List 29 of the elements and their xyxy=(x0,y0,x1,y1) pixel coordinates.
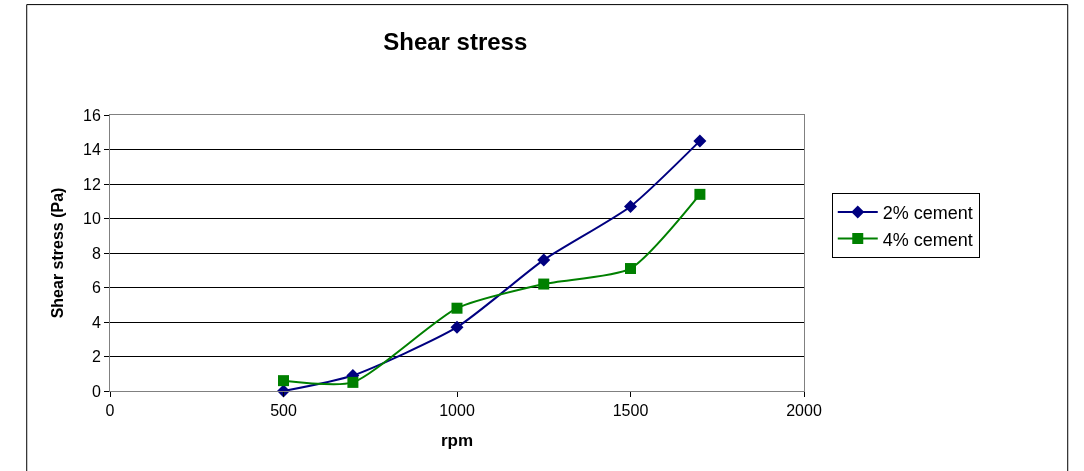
point xyxy=(347,376,359,388)
y-tick-label: 4 xyxy=(91,313,101,331)
y-tick-label: 8 xyxy=(91,244,101,262)
x-tick-label: 500 xyxy=(270,402,297,420)
point xyxy=(624,199,637,213)
point xyxy=(537,253,551,267)
y-tick-label: 14 xyxy=(83,141,101,159)
point xyxy=(450,320,464,334)
x-axis-title: rpm xyxy=(440,430,474,450)
x-tick-label: 0 xyxy=(105,402,115,420)
point xyxy=(694,188,706,200)
y-tick-label: 10 xyxy=(83,210,101,228)
x-tick-label: 2000 xyxy=(786,402,822,420)
legend-label: 2% cement xyxy=(882,203,973,224)
y-axis-title: Shear stress (Pa) xyxy=(48,187,66,319)
y-tick-label: 0 xyxy=(91,382,101,400)
point xyxy=(451,302,463,314)
x-tick-label: 1500 xyxy=(612,402,649,420)
y-tick-label: 16 xyxy=(83,106,101,124)
point xyxy=(693,134,707,148)
point xyxy=(625,263,636,275)
y-tick-label: 2 xyxy=(91,348,101,366)
chart-title: Shear stress xyxy=(383,27,528,55)
point xyxy=(278,375,289,387)
point xyxy=(538,278,550,290)
x-tick-label: 1000 xyxy=(439,402,475,420)
y-tick-label: 12 xyxy=(83,175,101,193)
legend-label: 4% cement xyxy=(882,229,973,250)
y-tick-label: 6 xyxy=(91,279,101,297)
